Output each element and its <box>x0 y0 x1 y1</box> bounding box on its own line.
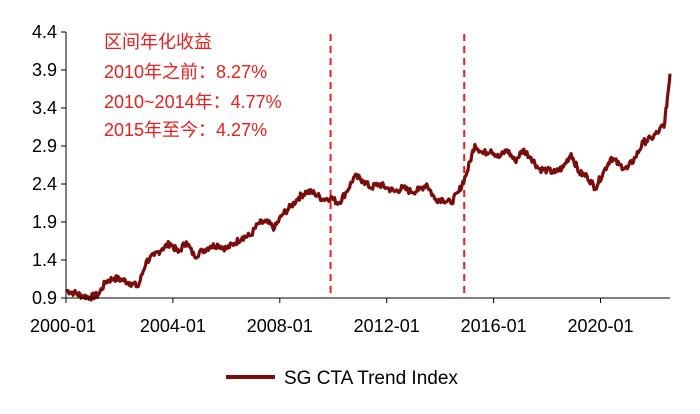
y-tick-label: 1.9 <box>32 212 57 232</box>
x-tick-label: 2000-01 <box>30 316 96 336</box>
y-tick-label: 3.9 <box>32 60 57 80</box>
x-tick-label: 2008-01 <box>247 316 313 336</box>
x-axis-ticks: 2000-01 2004-01 2008-01 2012-01 2016-01 2020-… <box>30 298 634 336</box>
annotation-line-1: 2010年之前：8.27% <box>104 62 267 82</box>
y-tick-label: 2.9 <box>32 136 57 156</box>
legend-label: SG CTA Trend Index <box>284 368 458 389</box>
reference-lines <box>329 34 466 298</box>
x-tick-label: 2016-01 <box>461 316 527 336</box>
y-axis-ticks: 0.9 1.4 1.9 2.4 2.9 3.4 3.9 4.4 <box>32 22 66 308</box>
y-tick-label: 1.4 <box>32 250 57 270</box>
series-layer <box>65 73 672 302</box>
y-tick-label: 2.4 <box>32 174 57 194</box>
legend: SG CTA Trend Index <box>226 368 458 389</box>
y-tick-label: 0.9 <box>32 288 57 308</box>
annotation-line-2: 2010~2014年：4.77% <box>104 92 282 112</box>
y-tick-label: 4.4 <box>32 22 57 42</box>
x-tick-label: 2004-01 <box>140 316 206 336</box>
y-tick-label: 3.4 <box>32 98 57 118</box>
x-tick-label: 2020-01 <box>567 316 633 336</box>
annotation-box: 区间年化收益 2010年之前：8.27% 2010~2014年：4.77% 20… <box>104 32 282 140</box>
series-line-1 <box>65 73 672 302</box>
annotation-line-3: 2015年至今：4.27% <box>104 120 267 140</box>
x-tick-label: 2012-01 <box>354 316 420 336</box>
annotation-heading: 区间年化收益 <box>104 32 212 52</box>
